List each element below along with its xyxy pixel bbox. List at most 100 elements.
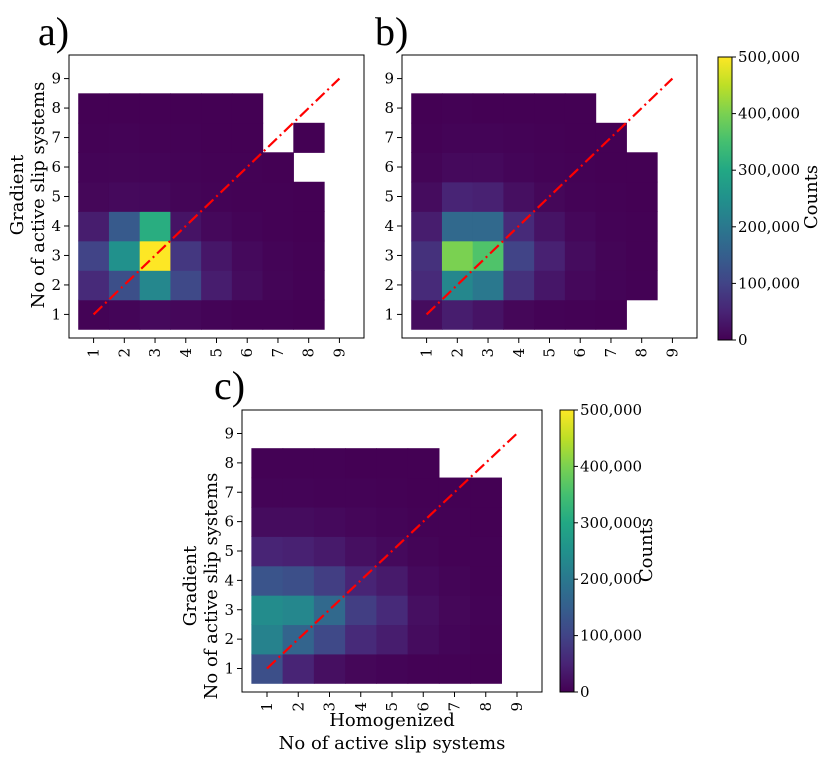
panel-c-cell-1-7	[251, 477, 284, 508]
panel-c-xtick-label-4: 4	[352, 702, 370, 712]
panel-a-cell-5-2	[201, 270, 233, 301]
panel-c-cell-2-6	[282, 506, 315, 537]
colorbar-top-tick-label-4: 400,000	[738, 105, 800, 123]
panel-c-ytick-label-6: 6	[224, 513, 234, 531]
colorbar-top-tick-label-1: 100,000	[738, 274, 800, 292]
panel-b-cell-6-2	[564, 270, 597, 301]
panel-a-cell-1-3	[78, 240, 110, 271]
panel-a-xtick-label-1: 1	[85, 348, 103, 358]
panel-b-cell-1-7	[411, 122, 443, 153]
panel-b-reference-line	[425, 77, 674, 316]
panel-a-ylabel-line2: No of active slip systems	[28, 82, 49, 309]
colorbar-bottom-tick-label-1: 100,000	[580, 627, 642, 645]
panel-b-cell-8-2	[626, 270, 658, 301]
panel-a-cell-7-1	[262, 299, 294, 330]
panel-b-cell-2-7	[441, 122, 474, 153]
panel-c-ticks: 1 2 3 4 5 6 7 8 9 1 2 3 4 5 6 7 8 9	[224, 425, 526, 712]
panel-a-cell-6-4	[231, 211, 264, 242]
panel-a-xtick-label-6: 6	[238, 348, 256, 358]
panel-c-xtick-label-2: 2	[289, 702, 307, 712]
colorbar-bottom-tick-label-4: 400,000	[580, 457, 642, 475]
panel-c-ytick-label-1: 1	[224, 660, 234, 678]
panel-a-cell-5-1	[201, 299, 233, 330]
panel-a-cell-1-4	[78, 211, 110, 242]
panel-b-ytick-label-2: 2	[384, 276, 394, 294]
panel-b-ytick-label-7: 7	[384, 129, 394, 147]
panel-a-cell-4-1	[170, 299, 202, 330]
panel-c-cell-5-4	[376, 565, 409, 596]
panel-a-cell-5-4	[201, 211, 233, 242]
panel-c-cell-1-8	[251, 448, 284, 479]
panel-c-ytick-label-4: 4	[224, 571, 234, 589]
panel-c-ylabel-line2: No of active slip systems	[201, 473, 222, 700]
panel-b-ytick-label-3: 3	[384, 246, 394, 264]
panel-c-xtick-label-8: 8	[477, 702, 495, 712]
panel-b-cells	[411, 93, 658, 330]
panel-c-cells	[251, 448, 502, 684]
panel-a-cell-2-4	[108, 211, 141, 242]
panel-c-ytick-label-3: 3	[224, 601, 234, 619]
panel-a-cell-5-7	[201, 122, 233, 153]
panel-c-xlabel: Homogenized No of active slip systems	[279, 710, 506, 754]
panel-a-cell-1-7	[78, 122, 110, 153]
colorbar-top-tick-label-0: 0	[738, 331, 748, 349]
colorbar-bottom-label: Counts	[636, 518, 657, 582]
panel-b-cell-1-5	[411, 181, 443, 212]
panel-a-ytick-label-5: 5	[51, 188, 61, 206]
panel-b-cell-1-2	[411, 270, 443, 301]
panel-c-cell-1-2	[251, 624, 284, 655]
panel-c-cell-7-5	[438, 536, 471, 567]
panel-b-cell-4-5	[503, 181, 535, 212]
panel-c-cell-2-5	[282, 536, 315, 567]
panel-b-cell-8-6	[626, 152, 658, 183]
panel-c-ytick-label-7: 7	[224, 483, 234, 501]
panel-b-ytick-label-6: 6	[384, 158, 394, 176]
panel-a-cell-5-3	[201, 240, 233, 271]
panel-a-xtick-label-9: 9	[330, 348, 348, 358]
colorbar-top-label: Counts	[801, 165, 822, 229]
panel-c-cell-2-4	[282, 565, 315, 596]
panel-a-cell-8-1	[293, 299, 325, 330]
colorbar-top-tick-label-5: 500,000	[738, 48, 800, 66]
panel-a-xtick-label-4: 4	[177, 348, 195, 358]
panel-a-cell-1-2	[78, 270, 110, 301]
panel-c-cell-8-4	[470, 565, 502, 596]
panel-c-cell-5-6	[376, 506, 409, 537]
panel-b-cell-4-8	[503, 93, 535, 124]
panel-c-cell-6-8	[407, 448, 440, 479]
panel-a-ytick-label-6: 6	[51, 158, 61, 176]
panel-b-cell-6-3	[564, 240, 597, 271]
panel-b-cell-1-3	[411, 240, 443, 271]
panel-b-cell-5-6	[534, 152, 566, 183]
panel-b-cell-5-2	[534, 270, 566, 301]
panel-c-xtick-label-9: 9	[508, 702, 526, 712]
panel-a-cell-2-5	[108, 181, 141, 212]
panel-b: b) 1 2 3 4 5 6 7 8 9 1 2 3 4 5 6 7 8 9	[375, 9, 698, 358]
panel-a-cell-6-7	[231, 122, 264, 153]
panel-a-cell-4-5	[170, 181, 202, 212]
panel-b-ytick-label-4: 4	[384, 217, 394, 235]
panel-c-cell-3-5	[313, 536, 346, 567]
panel-b-cell-4-7	[503, 122, 535, 153]
panel-a-cell-3-7	[139, 122, 172, 153]
panel-c-cell-7-4	[438, 565, 471, 596]
panel-c-cell-8-5	[470, 536, 502, 567]
panel-a-cell-3-8	[139, 93, 172, 124]
panel-c-cell-3-4	[313, 565, 346, 596]
panel-b-cell-6-8	[564, 93, 597, 124]
panel-b-cell-2-8	[441, 93, 474, 124]
panel-c-cell-2-8	[282, 448, 315, 479]
panel-b-cell-1-6	[411, 152, 443, 183]
panel-a-cell-6-3	[231, 240, 264, 271]
panel-c-xtick-label-6: 6	[414, 702, 432, 712]
panel-b-cell-7-4	[595, 211, 627, 242]
panel-c-cell-1-6	[251, 506, 284, 537]
panel-b-cell-8-5	[626, 181, 658, 212]
colorbar-bottom-tick-label-0: 0	[580, 683, 590, 701]
panel-a-cell-2-8	[108, 93, 141, 124]
panel-b-xtick-label-1: 1	[418, 348, 436, 358]
panel-a-cell-2-6	[108, 152, 141, 183]
panel-a-cell-8-3	[293, 240, 325, 271]
panel-b-cell-3-7	[472, 122, 505, 153]
panel-b-cell-5-3	[534, 240, 566, 271]
